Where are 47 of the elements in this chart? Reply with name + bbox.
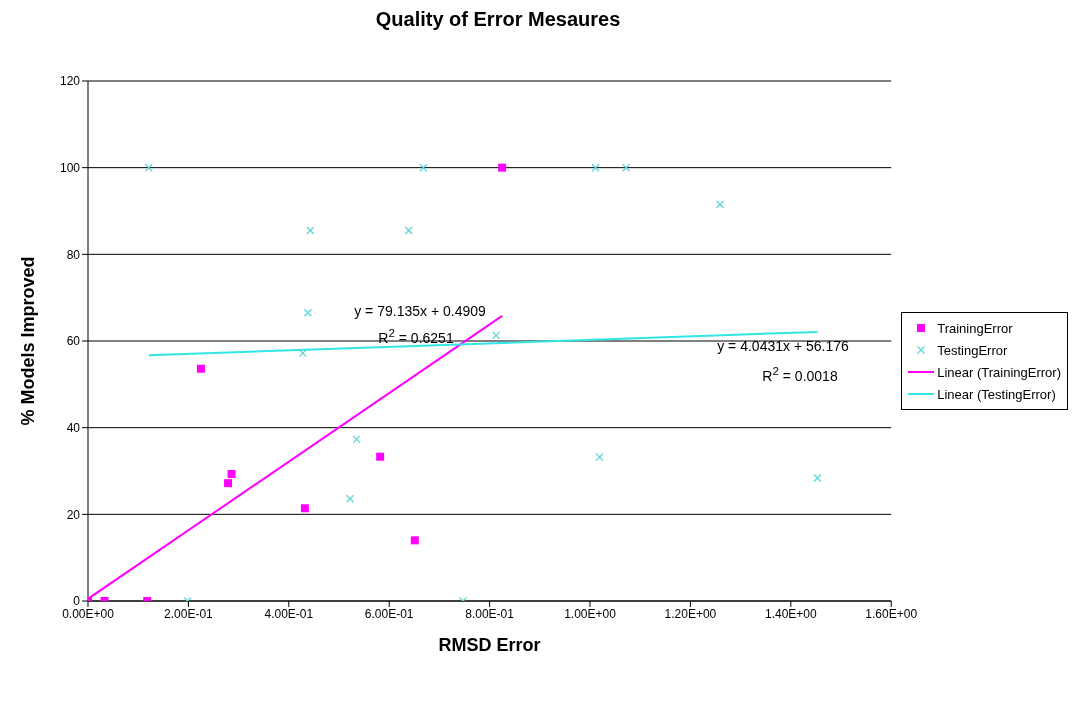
x-tick-label: 8.00E-01 (465, 606, 515, 621)
x-tick-label: 6.00E-01 (364, 606, 414, 621)
point (144, 163, 153, 172)
annotation: R$^{2}$ = 0.0018 (762, 364, 838, 384)
x-tick-label: 1.40E+00 (764, 606, 817, 621)
annotation: y = 79.135x + 0.4909 (354, 303, 486, 319)
point (419, 163, 428, 172)
legend-label: Linear (TestingError) (937, 386, 1056, 402)
point (306, 226, 315, 235)
point (410, 536, 419, 545)
point (622, 163, 631, 172)
y-tick-label: 40 (66, 420, 81, 435)
y-tick-label: 100 (59, 160, 81, 175)
point (376, 452, 385, 461)
point (595, 452, 604, 462)
point (227, 470, 236, 479)
legend-label: Linear (TrainingError) (937, 364, 1061, 380)
point (300, 504, 309, 513)
y-tick-label: 120 (59, 74, 81, 89)
x-tick-label: 0.00E+00 (62, 606, 115, 621)
annotation: y = 4.0431x + 56.176 (717, 338, 849, 354)
point (196, 364, 205, 373)
point (224, 479, 233, 488)
point (404, 226, 413, 235)
x-tick-label: 2.00E-01 (164, 606, 214, 621)
y-tick-label: 80 (66, 247, 81, 262)
annotation: R$^{2}$ = 0.6251 (378, 326, 454, 346)
point (715, 200, 725, 209)
point (352, 435, 361, 444)
x-tick-label: 1.20E+00 (664, 606, 717, 621)
y-tick-label: 0 (73, 594, 81, 609)
point (303, 308, 313, 317)
x-tick-label: 4.00E-01 (264, 606, 314, 621)
y-axis-title: % Models Improved (18, 256, 39, 426)
x-tick-label: 1.00E+00 (564, 606, 617, 621)
y-tick-label: 60 (66, 334, 81, 349)
legend-label: TestingError (937, 342, 1008, 358)
x-tick-label: 1.60E+00 (865, 606, 918, 621)
point (345, 494, 355, 503)
x-axis-title: RMSD Error (438, 635, 541, 655)
legend-label: TrainingError (937, 320, 1013, 336)
point (813, 473, 822, 483)
point (591, 163, 600, 172)
chart-title: Quality of Error Mesaures (374, 8, 622, 31)
point (491, 331, 501, 340)
point (498, 163, 507, 172)
y-tick-label: 20 (66, 507, 81, 522)
